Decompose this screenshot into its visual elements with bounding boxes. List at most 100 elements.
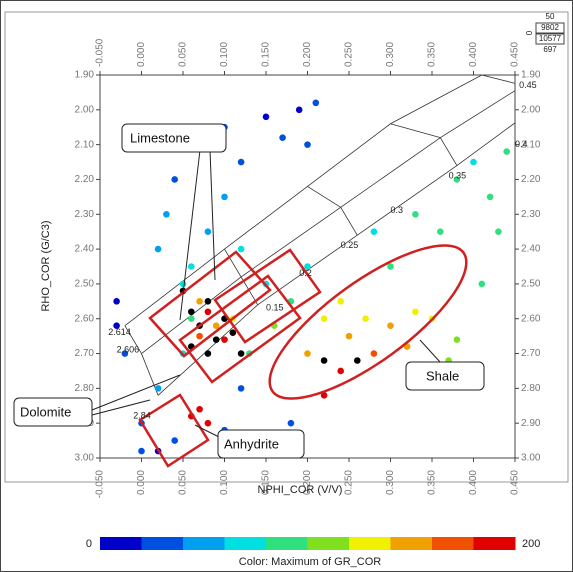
y-tick-label: 1.90 (521, 70, 541, 81)
colorbar-segment (307, 537, 350, 550)
y-tick-label: 2.40 (521, 244, 541, 255)
highlight-point (212, 336, 220, 343)
connector (209, 149, 216, 281)
callout-box (13, 397, 93, 427)
highlight-point (237, 350, 245, 357)
colorbar-segment (100, 537, 142, 550)
highlight-point (229, 329, 237, 336)
connector (91, 374, 181, 411)
x-tick-label: 0.400 (468, 42, 479, 67)
y-tick-label: 2.20 (75, 174, 95, 185)
colorbar-segment (432, 537, 474, 550)
callout-text: Anhydrite (224, 436, 279, 451)
template-rung (439, 137, 458, 166)
y-tick-label: 2.90 (521, 418, 541, 429)
stats-value: 0 (525, 30, 534, 35)
x-tick-label: -0.050 (95, 38, 106, 67)
y-tick-label: 3.00 (75, 453, 95, 464)
colorbar-segment (266, 537, 308, 550)
y-tick-label: 2.30 (75, 209, 95, 220)
point (221, 193, 228, 201)
y-tick-label: 2.60 (521, 313, 541, 324)
callout-box (405, 361, 485, 391)
point (362, 315, 369, 323)
point (154, 385, 162, 392)
point (478, 280, 486, 288)
colorbar-segment (390, 537, 433, 550)
point (237, 385, 245, 392)
point (121, 350, 129, 357)
template-label: 0.35 (449, 170, 467, 180)
point (370, 350, 378, 357)
dolomite-box (178, 274, 302, 384)
template-rung (481, 75, 515, 84)
point (196, 332, 203, 340)
y-tick-label: 2.10 (521, 139, 541, 150)
x-tick-label: 0.300 (385, 42, 396, 67)
stats-value: 9802 (541, 23, 559, 32)
point (171, 437, 178, 444)
x-tick-label: 0.050 (178, 470, 189, 495)
point (113, 298, 120, 305)
point (237, 158, 245, 166)
highlight-point (204, 350, 212, 357)
point (221, 336, 228, 343)
callout-text: Dolomite (20, 404, 71, 419)
colorbar-segment (473, 537, 516, 550)
x-tick-label: 0.100 (219, 470, 230, 495)
y-tick-label: 2.50 (75, 279, 95, 290)
x-tick-label: 0.250 (344, 470, 355, 495)
point (437, 228, 444, 235)
stats: 50 9802 10577 697 0 (525, 12, 565, 54)
point (204, 419, 212, 427)
x-tick-label: 0.000 (136, 470, 147, 495)
y-tick-label: 2.50 (521, 279, 541, 290)
point (503, 148, 511, 155)
point (171, 176, 178, 183)
colorbar-title: Color: Maximum of GR_COR (239, 556, 381, 568)
x-tick-label: 0.450 (510, 470, 521, 495)
y-tick-label: 2.10 (75, 139, 95, 150)
x-tick-label: -0.050 (95, 470, 106, 499)
y-tick-label: 2.00 (75, 104, 95, 115)
x-tick-label: 0.100 (219, 42, 230, 67)
stats-value: 697 (543, 45, 557, 54)
x-tick-label: 0.350 (427, 470, 438, 495)
y-axis-label: RHO_COR (G/C3) (40, 220, 52, 311)
template (124, 75, 515, 396)
point (138, 447, 145, 455)
x-tick-label: 0.450 (510, 42, 521, 67)
point (188, 315, 195, 323)
callout-box (217, 429, 305, 459)
template-rung (390, 123, 441, 139)
x-tick-label: 0.350 (427, 42, 438, 67)
point (279, 134, 286, 141)
point (196, 298, 203, 305)
callouts (13, 123, 485, 459)
point (387, 322, 394, 329)
point (495, 228, 502, 235)
y-tick-label: 2.80 (75, 383, 95, 394)
x-tick-label: 0.150 (261, 470, 272, 495)
connector (419, 339, 441, 363)
x-tick-label: 0.050 (178, 42, 189, 67)
point (287, 419, 295, 427)
highlight-point (354, 357, 361, 364)
point (237, 245, 245, 253)
stats-value: 50 (546, 12, 555, 21)
template-label: 0.25 (341, 240, 359, 250)
point (304, 141, 311, 148)
colorbar-max: 200 (522, 538, 540, 550)
x-tick-label: 0.300 (385, 470, 396, 495)
point (154, 245, 162, 253)
point (370, 228, 378, 235)
highlight-point (204, 298, 212, 305)
template-label: 2.614 (108, 327, 131, 337)
callout-box (121, 123, 227, 153)
y-tick-label: 2.80 (521, 383, 541, 394)
template-rung (340, 207, 358, 236)
template-label: 2.84 (133, 411, 151, 421)
y-tick-label: 2.20 (521, 174, 541, 185)
stats-value: 10577 (539, 34, 562, 43)
point (412, 210, 419, 218)
